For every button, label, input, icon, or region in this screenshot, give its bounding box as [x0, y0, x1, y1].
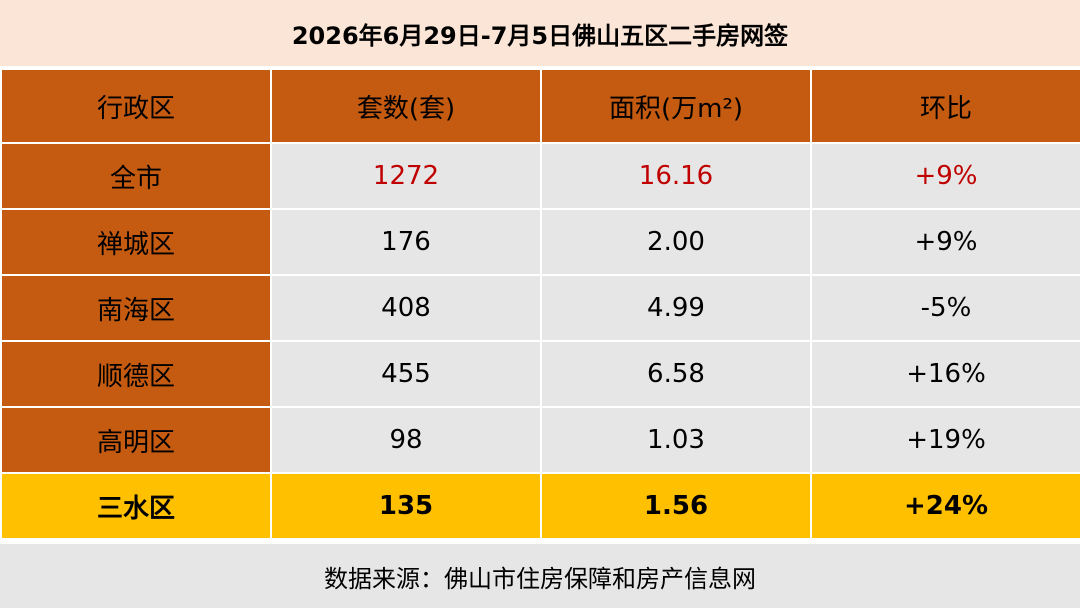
cell-mom: +9% [812, 144, 1080, 208]
cell-district: 三水区 [2, 474, 270, 538]
cell-units: 176 [272, 210, 540, 274]
cell-mom: -5% [812, 276, 1080, 340]
cell-units: 135 [272, 474, 540, 538]
table-row-highlight: 三水区 135 1.56 +24% [2, 474, 1080, 538]
data-table: 行政区 套数(套) 面积(万m²) 环比 全市 1272 16.16 +9% 禅… [0, 68, 1080, 540]
cell-district: 南海区 [2, 276, 270, 340]
cell-district: 禅城区 [2, 210, 270, 274]
cell-mom: +24% [812, 474, 1080, 538]
header-district: 行政区 [2, 70, 270, 142]
cell-mom: +16% [812, 342, 1080, 406]
header-area: 面积(万m²) [542, 70, 810, 142]
cell-district: 全市 [2, 144, 270, 208]
cell-area: 1.03 [542, 408, 810, 472]
table-row: 禅城区 176 2.00 +9% [2, 210, 1080, 274]
header-mom: 环比 [812, 70, 1080, 142]
cell-units: 408 [272, 276, 540, 340]
cell-area: 6.58 [542, 342, 810, 406]
table-row: 高明区 98 1.03 +19% [2, 408, 1080, 472]
cell-area: 2.00 [542, 210, 810, 274]
cell-district: 高明区 [2, 408, 270, 472]
header-row: 行政区 套数(套) 面积(万m²) 环比 [2, 70, 1080, 142]
cell-units: 455 [272, 342, 540, 406]
cell-area: 1.56 [542, 474, 810, 538]
cell-area: 4.99 [542, 276, 810, 340]
cell-units: 1272 [272, 144, 540, 208]
header-units: 套数(套) [272, 70, 540, 142]
table-row-city: 全市 1272 16.16 +9% [2, 144, 1080, 208]
table-title: 2026年6月29日-7月5日佛山五区二手房网签 [0, 0, 1080, 66]
cell-area: 16.16 [542, 144, 810, 208]
cell-mom: +19% [812, 408, 1080, 472]
source-note: 数据来源：佛山市住房保障和房产信息网 [0, 544, 1080, 608]
cell-mom: +9% [812, 210, 1080, 274]
table-row: 顺德区 455 6.58 +16% [2, 342, 1080, 406]
table-row: 南海区 408 4.99 -5% [2, 276, 1080, 340]
cell-units: 98 [272, 408, 540, 472]
cell-district: 顺德区 [2, 342, 270, 406]
